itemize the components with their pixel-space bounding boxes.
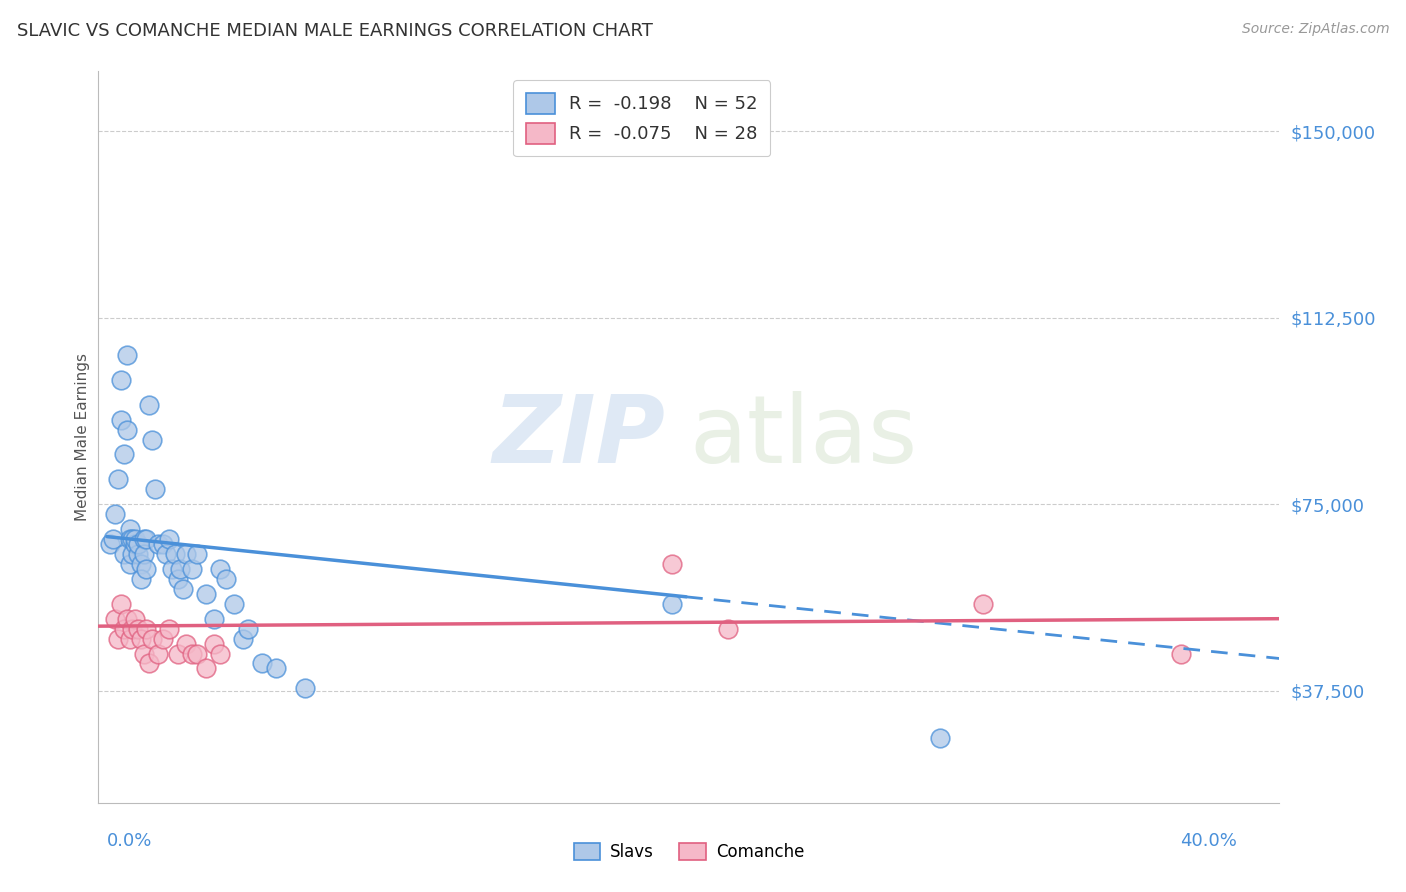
Point — [124, 612, 146, 626]
Point — [141, 632, 163, 646]
Point — [129, 557, 152, 571]
Point — [124, 532, 146, 546]
Point — [231, 632, 253, 646]
Point — [202, 612, 225, 626]
Point — [294, 681, 316, 696]
Point — [138, 398, 160, 412]
Text: 0.0%: 0.0% — [107, 832, 152, 850]
Point — [180, 647, 202, 661]
Point — [214, 572, 236, 586]
Point — [127, 547, 149, 561]
Point — [118, 557, 141, 571]
Point — [121, 622, 143, 636]
Point — [127, 537, 149, 551]
Point — [110, 373, 132, 387]
Point — [132, 547, 155, 561]
Point — [174, 636, 197, 650]
Point — [129, 632, 152, 646]
Point — [194, 661, 217, 675]
Point — [110, 597, 132, 611]
Text: Source: ZipAtlas.com: Source: ZipAtlas.com — [1241, 22, 1389, 37]
Point — [163, 547, 186, 561]
Point — [160, 562, 183, 576]
Point — [112, 448, 135, 462]
Point — [155, 547, 177, 561]
Point — [132, 647, 155, 661]
Point — [238, 622, 260, 636]
Point — [129, 572, 152, 586]
Point — [143, 483, 166, 497]
Point — [152, 537, 174, 551]
Point — [118, 522, 141, 536]
Point — [135, 622, 157, 636]
Point — [132, 532, 155, 546]
Point — [186, 547, 208, 561]
Point — [135, 532, 157, 546]
Point — [202, 636, 225, 650]
Point — [110, 412, 132, 426]
Point — [186, 647, 208, 661]
Text: ZIP: ZIP — [492, 391, 665, 483]
Point — [152, 632, 174, 646]
Point — [115, 612, 138, 626]
Point — [157, 532, 180, 546]
Point — [929, 731, 952, 745]
Point — [717, 622, 740, 636]
Point — [112, 622, 135, 636]
Point — [104, 612, 127, 626]
Point — [972, 597, 994, 611]
Point — [135, 562, 157, 576]
Text: atlas: atlas — [689, 391, 917, 483]
Point — [118, 532, 141, 546]
Point — [98, 537, 121, 551]
Point — [141, 433, 163, 447]
Point — [115, 348, 138, 362]
Point — [146, 647, 169, 661]
Point — [208, 647, 231, 661]
Y-axis label: Median Male Earnings: Median Male Earnings — [75, 353, 90, 521]
Point — [121, 547, 143, 561]
Point — [222, 597, 245, 611]
Point — [146, 537, 169, 551]
Point — [169, 562, 191, 576]
Point — [115, 423, 138, 437]
Point — [194, 587, 217, 601]
Point — [1170, 647, 1192, 661]
Point — [172, 582, 194, 596]
Point — [166, 572, 188, 586]
Point — [661, 557, 683, 571]
Point — [112, 547, 135, 561]
Point — [101, 532, 124, 546]
Text: SLAVIC VS COMANCHE MEDIAN MALE EARNINGS CORRELATION CHART: SLAVIC VS COMANCHE MEDIAN MALE EARNINGS … — [17, 22, 652, 40]
Point — [157, 622, 180, 636]
Point — [180, 562, 202, 576]
Legend: Slavs, Comanche: Slavs, Comanche — [567, 836, 811, 868]
Point — [124, 537, 146, 551]
Point — [107, 472, 129, 486]
Point — [252, 657, 274, 671]
Point — [208, 562, 231, 576]
Point — [104, 507, 127, 521]
Point — [121, 532, 143, 546]
Point — [174, 547, 197, 561]
Point — [166, 647, 188, 661]
Point — [661, 597, 683, 611]
Point — [138, 657, 160, 671]
Point — [118, 632, 141, 646]
Text: 40.0%: 40.0% — [1180, 832, 1237, 850]
Point — [266, 661, 288, 675]
Point — [107, 632, 129, 646]
Point — [127, 622, 149, 636]
